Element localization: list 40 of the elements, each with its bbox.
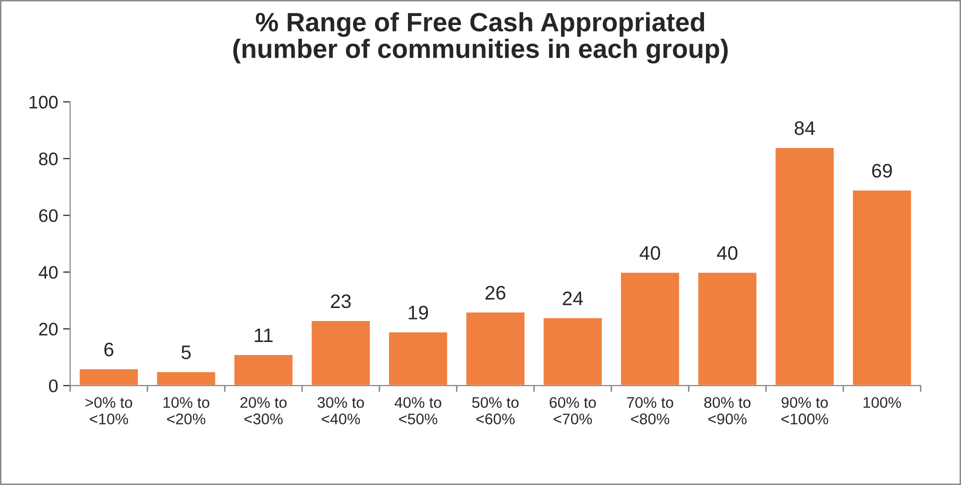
bar [78, 368, 140, 386]
data-label: 23 [330, 294, 351, 308]
y-tick-label: 60 [39, 209, 58, 222]
data-label: 19 [408, 306, 428, 320]
bar [852, 189, 912, 386]
bar [774, 146, 836, 386]
data-label: 26 [486, 286, 506, 300]
bar [310, 320, 372, 386]
x-tick-label: 60% to <70% [550, 397, 596, 424]
bar [156, 370, 217, 386]
bar [620, 271, 680, 386]
y-tick-label: 80 [39, 152, 58, 166]
y-tick-label: 40 [38, 266, 58, 279]
data-label: 6 [104, 342, 114, 356]
bar [696, 271, 758, 386]
data-label: 69 [872, 164, 892, 178]
x-tick-label: 40% to <50% [394, 397, 442, 424]
x-tick-label: 50% to <60% [472, 397, 519, 424]
x-tick-label: 70% to <80% [627, 397, 674, 424]
data-label: 40 [716, 246, 738, 260]
x-tick-label: 90% to <100% [781, 397, 828, 424]
bar [464, 311, 526, 386]
y-tick-label: 100 [30, 96, 58, 109]
y-tick-label: 20 [39, 322, 58, 336]
bar [542, 316, 604, 386]
x-tick-label: 30% to <40% [318, 397, 364, 424]
x-tick-label: 100% [864, 397, 901, 408]
bar [232, 354, 294, 386]
chart-title: % Range of Free Cash Appropriated (number of communities in each group) [233, 12, 728, 64]
bar [388, 330, 449, 386]
data-label: 24 [562, 292, 583, 306]
x-tick-label: 80% to <90% [704, 397, 750, 424]
data-label: 5 [182, 346, 191, 360]
data-label: 40 [640, 246, 660, 260]
x-tick-label: >0% to <10% [86, 397, 132, 424]
y-tick-label: 0 [49, 380, 58, 392]
data-label: 84 [794, 121, 815, 136]
x-tick-label: 10% to <20% [164, 397, 210, 424]
data-label: 11 [254, 328, 273, 342]
x-tick-label: 20% to <30% [240, 397, 287, 424]
